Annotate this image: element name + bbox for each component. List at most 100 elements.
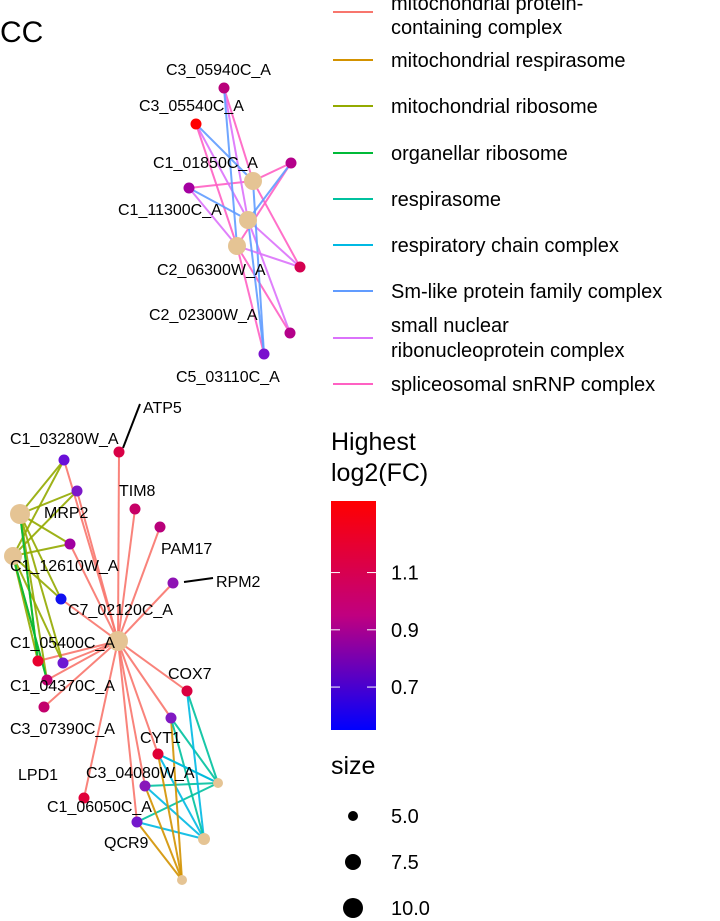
legend-label: Sm-like protein family complex — [391, 281, 662, 303]
legend-item-mito-respirasome: mitochondrial respirasome — [333, 50, 626, 72]
network-edge — [170, 717, 183, 881]
gene-node — [218, 82, 230, 94]
network-edge — [223, 87, 249, 221]
gene-node — [113, 446, 125, 458]
term-node — [177, 875, 187, 885]
size-legend-dot-10 — [343, 898, 363, 918]
legend-label: respiratory chain complex — [391, 235, 619, 257]
network-edge — [43, 640, 119, 708]
legend-item-mito-ribosome: mitochondrial ribosome — [333, 96, 598, 118]
legend-label: respirasome — [391, 189, 501, 211]
network-edge — [188, 187, 249, 221]
network-edge — [76, 490, 119, 642]
network-edge — [252, 180, 301, 268]
network-edge — [247, 162, 292, 221]
network-edge — [223, 87, 254, 182]
legend-label: mitochondrial respirasome — [391, 50, 626, 72]
legend-label: mitochondrial ribosome — [391, 96, 598, 118]
term-node — [228, 237, 246, 255]
gene-node — [154, 521, 166, 533]
gene-node — [78, 792, 90, 804]
gene-node — [139, 780, 151, 792]
network-edge — [69, 543, 119, 642]
gene-label: C1_03280W_A — [10, 431, 119, 448]
term-node — [10, 504, 30, 524]
network-edge — [144, 785, 183, 881]
gene-node — [38, 701, 50, 713]
network-edge — [236, 162, 292, 247]
size-legend-label: 5.0 — [391, 806, 419, 828]
gene-node — [258, 348, 270, 360]
size-legend-dot-7-5 — [345, 854, 361, 870]
network-edge — [117, 640, 159, 755]
legend-label: organellar ribosome — [391, 143, 568, 165]
network-edge — [19, 513, 48, 681]
network-edge — [136, 821, 205, 840]
gene-label: COX7 — [168, 666, 212, 683]
gene-label: C7_02120C_A — [68, 602, 173, 619]
network-edge — [117, 582, 174, 642]
colorbar-tick-label: 0.9 — [391, 620, 419, 642]
network-edge — [117, 640, 146, 787]
plot-title: CC — [0, 16, 43, 49]
network-edge — [195, 123, 254, 182]
network-labels: C3_05940C_A C3_05540C_A C1_01850C_A C1_1130… — [10, 62, 280, 852]
gene-label: C1_12610W_A — [10, 558, 119, 575]
network-edge — [117, 640, 138, 823]
network-edge — [117, 451, 120, 642]
legend-item-small-nuclear-rnp: small nuclear ribonucleoprotein complex — [333, 315, 624, 362]
network-edge — [60, 598, 119, 642]
colorbar-title: Highest — [331, 428, 416, 456]
legend-label-line2: containing complex — [391, 17, 562, 39]
gene-label: TIM8 — [119, 483, 156, 500]
leader-line-atp5 — [122, 403, 141, 449]
gene-node — [41, 674, 53, 686]
term-node — [244, 172, 262, 190]
legend-item-spliceosomal-snrnp: spliceosomal snRNP complex — [333, 374, 655, 396]
network-edge — [19, 490, 78, 515]
legend-label: spliceosomal snRNP complex — [391, 374, 655, 396]
gene-label: C3_05940C_A — [166, 62, 271, 79]
gene-label: C5_03110C_A — [176, 369, 280, 386]
gene-label: C3_04080W_A — [86, 765, 195, 782]
network-edge — [144, 785, 205, 840]
legend-item-mito-protein-complex: mitochondrial protein- containing comple… — [333, 0, 583, 39]
network-edge — [144, 782, 219, 787]
legend-item-sm-like: Sm-like protein family complex — [333, 281, 662, 303]
size-legend-label: 10.0 — [391, 898, 430, 920]
gene-node — [58, 454, 70, 466]
size-legend-label: 7.5 — [391, 852, 419, 874]
network-edge — [247, 219, 265, 355]
network-edge — [170, 717, 205, 840]
gene-label: C1_05400C_A — [10, 635, 115, 652]
label-leader-lines — [122, 403, 214, 583]
gene-node — [181, 685, 193, 697]
network-edge — [236, 245, 291, 334]
size-legend-title: size — [331, 752, 375, 780]
gene-node — [190, 118, 202, 130]
leader-line-rpm2 — [183, 577, 214, 583]
gene-node — [183, 182, 195, 194]
colorbar-title-line2: log2(FC) — [331, 459, 428, 487]
term-node — [213, 778, 223, 788]
network-edge — [186, 690, 205, 840]
gene-label: LPD1 — [18, 767, 58, 784]
network-edge — [236, 245, 265, 355]
gene-label: C3_05540C_A — [139, 98, 244, 115]
gene-label: C1_11300C_A — [118, 202, 222, 219]
term-node — [4, 547, 22, 565]
gene-node — [71, 485, 83, 497]
network-edge — [12, 543, 71, 557]
colorbar-legend: Highest log2(FC) 1.1 0.9 0.7 — [331, 428, 428, 730]
network-edge — [195, 123, 249, 221]
network-nodes — [4, 82, 306, 885]
network-edge — [157, 753, 219, 784]
network-edge — [188, 187, 238, 247]
gene-label: C3_07390C_A — [10, 721, 115, 738]
edge-legend: mitochondrial protein- containing comple… — [333, 0, 662, 396]
network-edge — [247, 219, 291, 334]
legend-item-respiratory-chain: respiratory chain complex — [333, 235, 619, 257]
gene-node — [57, 657, 69, 669]
gene-node — [165, 712, 177, 724]
